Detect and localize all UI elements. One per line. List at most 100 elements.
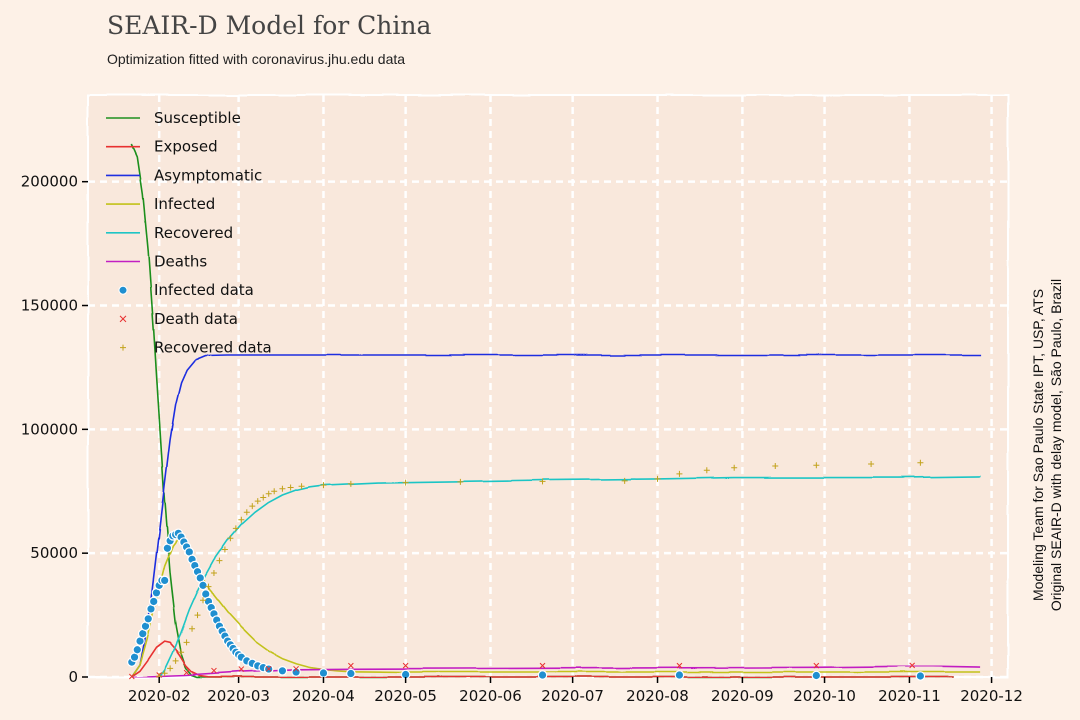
point-recovered-data: [260, 494, 267, 501]
x-tick-label: 2020-12: [960, 687, 1023, 705]
legend: Susceptible Exposed Asymptomatic Infected Re…: [106, 109, 272, 357]
point-death-data: [539, 662, 546, 669]
legend-item-infected: Infected: [106, 195, 215, 213]
point-recovered-data: [254, 498, 261, 505]
legend-label: Deaths: [154, 253, 207, 271]
point-death-data: [293, 665, 299, 672]
legend-label: Exposed: [154, 138, 218, 156]
legend-item-asymptomatic: Asymptomatic: [106, 166, 262, 184]
legend-label: Recovered data: [154, 339, 272, 357]
point-recovered-data: [287, 484, 294, 491]
point-recovered-data: [703, 467, 710, 474]
legend-item-recovered: Recovered: [106, 224, 233, 242]
y-tick-label: 200000: [21, 173, 78, 191]
legend-label: Infected data: [154, 281, 254, 299]
chart-title: SEAIR-D Model for China: [107, 11, 431, 40]
point-death-data: [211, 667, 217, 674]
legend-swatch: [118, 285, 128, 295]
legend-swatch: [119, 315, 127, 323]
point-recovered-data: [654, 475, 661, 482]
legend-item-death-data: Death data: [119, 310, 238, 328]
y-tick-label: 50000: [30, 544, 78, 562]
point-infected-data: [811, 670, 822, 681]
legend-label: Susceptible: [154, 109, 241, 127]
point-infected-data: [318, 668, 329, 678]
x-tick-label: 2020-02: [128, 687, 191, 705]
series-line-recovered: [158, 475, 981, 678]
point-recovered-data: [271, 488, 278, 495]
side-credits: Modeling Team for Sao Paulo State IPT, U…: [1030, 279, 1064, 611]
point-recovered-data: [194, 612, 201, 619]
legend-label: Asymptomatic: [154, 166, 262, 184]
x-tick-label: 2020-03: [207, 687, 270, 705]
point-death-data: [676, 662, 683, 669]
point-recovered-data: [210, 569, 217, 576]
point-recovered-data: [402, 479, 409, 486]
x-tick-label: 2020-10: [793, 687, 856, 705]
legend-item-susceptible: Susceptible: [106, 109, 241, 127]
legend-item-deaths: Deaths: [106, 253, 207, 271]
y-tick-label: 150000: [21, 297, 78, 315]
point-recovered-data: [232, 525, 239, 532]
point-recovered-data: [161, 670, 168, 677]
point-infected-data: [148, 596, 159, 607]
point-death-data: [402, 662, 409, 669]
point-recovered-data: [216, 557, 223, 564]
point-recovered-data: [298, 483, 305, 490]
point-recovered-data: [221, 546, 228, 553]
point-infected-data: [143, 613, 154, 624]
point-recovered-data: [265, 490, 272, 497]
point-infected-data: [198, 580, 208, 591]
series-group: [127, 144, 981, 681]
point-recovered-data: [868, 461, 875, 468]
legend-label: Recovered: [154, 224, 233, 242]
point-recovered-data: [347, 480, 354, 487]
point-death-data: [183, 669, 190, 676]
legend-label: Death data: [154, 310, 238, 328]
series-line-asymptomatic: [131, 354, 981, 677]
point-recovered-data: [227, 535, 234, 542]
point-recovered-data: [279, 485, 286, 492]
legend-item-recovered-data: Recovered data: [120, 339, 272, 357]
point-recovered-data: [320, 482, 327, 489]
point-recovered-data: [183, 639, 190, 646]
point-recovered-data: [772, 462, 779, 469]
point-recovered-data: [249, 503, 256, 510]
point-infected-data: [159, 575, 170, 586]
side-credit-line-2: Original SEAIR-D with delay model, São P…: [1048, 279, 1064, 611]
point-infected-data: [277, 666, 288, 676]
y-tick-label: 100000: [21, 420, 78, 438]
point-infected-data: [132, 644, 143, 655]
point-recovered-data: [200, 597, 206, 604]
point-recovered-data: [238, 516, 245, 523]
point-death-data: [813, 662, 820, 669]
point-death-data: [909, 662, 916, 669]
point-recovered-data: [457, 478, 464, 485]
point-recovered-data: [676, 470, 683, 477]
x-tick-label: 2020-04: [292, 687, 355, 705]
legend-label: Infected: [154, 195, 215, 213]
legend-item-infected-data: Infected data: [118, 281, 254, 299]
chart-subtitle: Optimization fitted with coronavirus.jhu…: [107, 51, 405, 67]
x-tick-label: 2020-09: [711, 687, 774, 705]
point-recovered-data: [172, 657, 179, 664]
point-recovered-data: [243, 509, 250, 516]
point-death-data: [348, 662, 354, 669]
axes: 2020-02 2020-03 2020-04 2020-05 2020-06 2020-…: [21, 173, 1023, 705]
point-recovered-data: [813, 462, 820, 469]
x-tick-label: 2020-08: [626, 687, 689, 705]
x-tick-label: 2020-07: [541, 687, 604, 705]
point-death-data: [265, 665, 272, 672]
plot-area: [87, 94, 1009, 678]
legend-item-exposed: Exposed: [106, 138, 218, 156]
point-recovered-data: [917, 459, 924, 466]
point-recovered-data: [167, 665, 174, 672]
point-recovered-data: [205, 583, 212, 590]
point-recovered-data: [189, 625, 196, 632]
point-recovered-data: [731, 464, 738, 471]
point-death-data: [238, 666, 245, 672]
y-tick-label: 0: [68, 668, 78, 686]
x-tick-label: 2020-06: [459, 687, 522, 705]
